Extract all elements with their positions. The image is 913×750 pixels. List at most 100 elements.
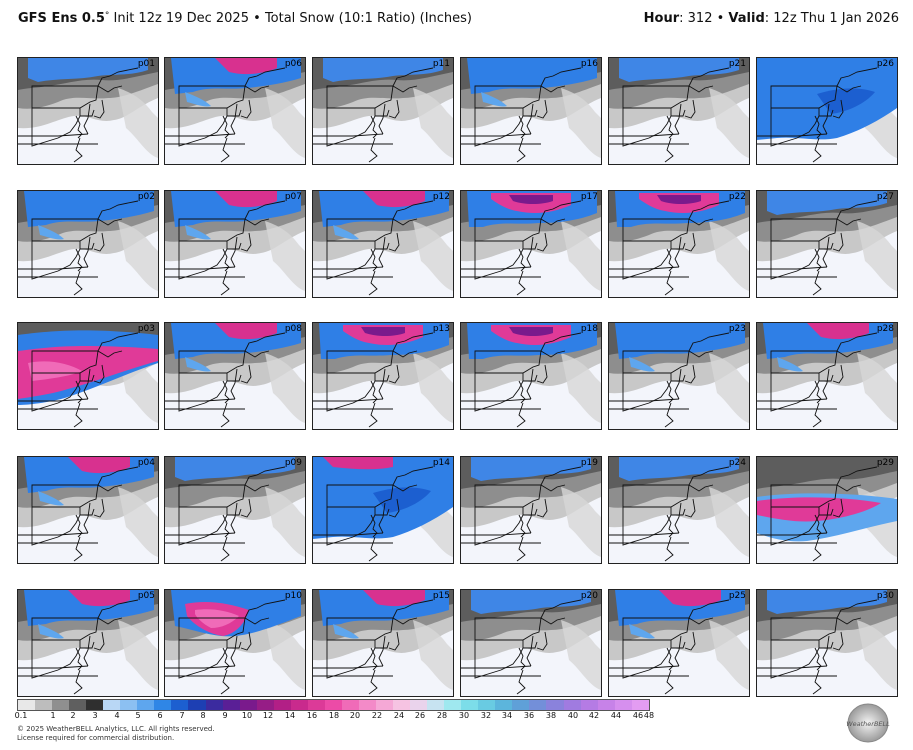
colorbar-tick-label: 36 xyxy=(523,711,535,720)
chart-header: GFS Ens 0.5° Init 12z 19 Dec 2025 • Tota… xyxy=(0,0,913,40)
snow-map xyxy=(165,457,305,563)
colorbar-tick-label: 12 xyxy=(262,711,274,720)
snow-map xyxy=(313,191,453,297)
member-label: p04 xyxy=(137,458,155,468)
product-name: Total Snow (10:1 Ratio) (Inches) xyxy=(264,11,472,26)
snow-map xyxy=(165,58,305,164)
colorbar-swatch xyxy=(341,700,359,710)
colorbar-tick-label: 42 xyxy=(588,711,600,720)
member-label: p21 xyxy=(728,59,746,69)
member-panel-p26: p26 xyxy=(756,57,898,165)
colorbar-swatch xyxy=(410,700,428,710)
member-panel-p30: p30 xyxy=(756,589,898,697)
colorbar-swatch xyxy=(273,700,291,710)
snow-map xyxy=(461,590,601,696)
member-label: p13 xyxy=(432,324,450,334)
copyright-footer: © 2025 WeatherBELL Analytics, LLC. All r… xyxy=(17,725,215,743)
colorbar-tick-label: 30 xyxy=(458,711,470,720)
member-panel-p06: p06 xyxy=(164,57,306,165)
colorbar-tick-label: 40 xyxy=(567,711,579,720)
member-panel-p23: p23 xyxy=(608,322,750,430)
license-line: License required for commercial distribu… xyxy=(17,734,175,742)
member-label: p17 xyxy=(580,192,598,202)
svg-text:WeatherBELL: WeatherBELL xyxy=(846,720,890,728)
ensemble-panel-grid: p01 p06 p11 p16 p21 p26 p02 p07 p12 p17 p22 p27 p03 p… xyxy=(17,57,898,697)
snow-map xyxy=(165,323,305,429)
member-panel-p08: p08 xyxy=(164,322,306,430)
snow-map xyxy=(609,191,749,297)
snow-map xyxy=(18,58,158,164)
colorbar-tick-label: 16 xyxy=(306,711,318,720)
snow-map xyxy=(461,191,601,297)
member-label: p25 xyxy=(728,591,746,601)
member-panel-p13: p13 xyxy=(312,322,454,430)
colorbar-swatch xyxy=(478,700,496,710)
member-label: p29 xyxy=(876,458,894,468)
member-label: p23 xyxy=(728,324,746,334)
member-label: p01 xyxy=(137,59,155,69)
colorbar-tick-label: 22 xyxy=(371,711,383,720)
member-label: p06 xyxy=(284,59,302,69)
member-panel-p18: p18 xyxy=(460,322,602,430)
colorbar-swatch xyxy=(18,700,36,710)
member-panel-p24: p24 xyxy=(608,456,750,564)
snow-map xyxy=(757,590,897,696)
colorbar-tick-label: 26 xyxy=(414,711,426,720)
colorbar-tick-label: 18 xyxy=(328,711,340,720)
separator: • xyxy=(716,11,725,26)
colorbar-swatch xyxy=(512,700,530,710)
colorbar-swatch xyxy=(631,700,649,710)
member-panel-p11: p11 xyxy=(312,57,454,165)
colorbar-tick-label: 38 xyxy=(545,711,557,720)
colorbar-swatch xyxy=(86,700,104,710)
colorbar-swatch xyxy=(563,700,581,710)
snow-map xyxy=(461,323,601,429)
colorbar-tick-label: 44 xyxy=(610,711,622,720)
degree-symbol: ° xyxy=(104,11,110,21)
member-label: p08 xyxy=(284,324,302,334)
member-panel-p25: p25 xyxy=(608,589,750,697)
colorbar-swatch xyxy=(256,700,274,710)
colorbar-tick-label: 6 xyxy=(157,711,163,720)
snow-map xyxy=(165,191,305,297)
member-panel-p03: p03 xyxy=(17,322,159,430)
member-label: p14 xyxy=(432,458,450,468)
colorbar-tick-label: 9 xyxy=(222,711,228,720)
colorbar-swatch xyxy=(222,700,240,710)
colorbar-tick-label: 4 xyxy=(114,711,120,720)
snow-map xyxy=(18,457,158,563)
member-panel-p15: p15 xyxy=(312,589,454,697)
header-title: GFS Ens 0.5° Init 12z 19 Dec 2025 • Tota… xyxy=(18,11,472,26)
member-panel-p29: p29 xyxy=(756,456,898,564)
copyright-line: © 2025 WeatherBELL Analytics, LLC. All r… xyxy=(17,725,215,733)
member-label: p18 xyxy=(580,324,598,334)
snow-map xyxy=(313,58,453,164)
member-label: p05 xyxy=(137,591,155,601)
member-panel-p01: p01 xyxy=(17,57,159,165)
init-time: Init 12z 19 Dec 2025 xyxy=(113,11,249,26)
valid-label: Valid xyxy=(728,11,765,26)
model-name: GFS Ens 0.5 xyxy=(18,11,105,26)
snow-map xyxy=(461,457,601,563)
colorbar-swatch xyxy=(239,700,257,710)
colorbar-swatch xyxy=(324,700,342,710)
member-panel-p05: p05 xyxy=(17,589,159,697)
snow-map xyxy=(461,58,601,164)
colorbar-tick-label: 20 xyxy=(349,711,361,720)
member-panel-p20: p20 xyxy=(460,589,602,697)
member-panel-p22: p22 xyxy=(608,190,750,298)
colorbar-swatch xyxy=(358,700,376,710)
member-label: p16 xyxy=(580,59,598,69)
hour-value: : 312 xyxy=(679,11,713,26)
member-label: p22 xyxy=(728,192,746,202)
snow-map xyxy=(18,590,158,696)
snow-colorbar xyxy=(17,699,650,711)
colorbar-swatch xyxy=(35,700,53,710)
snow-map xyxy=(609,323,749,429)
member-label: p27 xyxy=(876,192,894,202)
member-panel-p02: p02 xyxy=(17,190,159,298)
snow-map xyxy=(18,191,158,297)
colorbar-swatch xyxy=(444,700,462,710)
colorbar-ticks: 0.1 1 2 3 4 5 6 7 8 9 10 12 14 16 18 20 22 24 26 28 30 32 34 36… xyxy=(15,711,654,723)
member-label: p20 xyxy=(580,591,598,601)
